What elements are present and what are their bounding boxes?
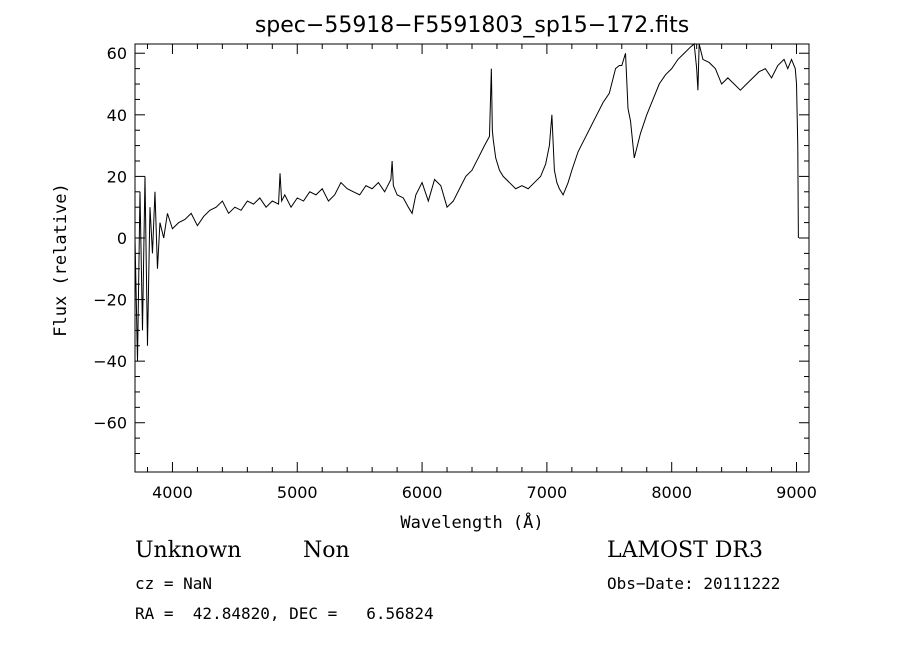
x-tick-label: 5000 (277, 483, 318, 502)
x-tick-label: 7000 (527, 483, 568, 502)
redshift-readout: cz = NaN (135, 574, 213, 593)
y-tick-label: 0 (117, 229, 127, 248)
object-class: Unknown (135, 538, 242, 563)
y-tick-label: 40 (107, 106, 127, 125)
plot-frame (134, 43, 810, 473)
chart-title: spec−55918−F5591803_sp15−172.fits (255, 13, 689, 38)
y-tick-label: 60 (107, 44, 127, 63)
y-tick-label: 20 (107, 167, 127, 186)
object-subclass: Non (303, 538, 350, 563)
x-axis-label: Wavelength (Å) (400, 511, 543, 533)
y-axis-label: Flux (relative) (51, 183, 71, 337)
obs-date: Obs−Date: 20111222 (607, 574, 781, 593)
axis-tick-labels: 4000 5000 6000 7000 8000 9000 −60 −40 −20 0 20 40 60 (93, 44, 817, 502)
spectrum-line (134, 43, 799, 362)
coordinates: RA = 42.84820, DEC = 6.56824 (135, 604, 434, 623)
survey-name: LAMOST DR3 (607, 538, 763, 563)
x-tick-label: 9000 (776, 483, 817, 502)
y-tick-label: −60 (93, 414, 127, 433)
axis-ticks (135, 44, 809, 472)
x-tick-label: 6000 (402, 483, 443, 502)
y-tick-label: −20 (93, 291, 127, 310)
y-tick-label: −40 (93, 352, 127, 371)
x-tick-label: 8000 (651, 483, 692, 502)
x-tick-label: 4000 (152, 483, 193, 502)
